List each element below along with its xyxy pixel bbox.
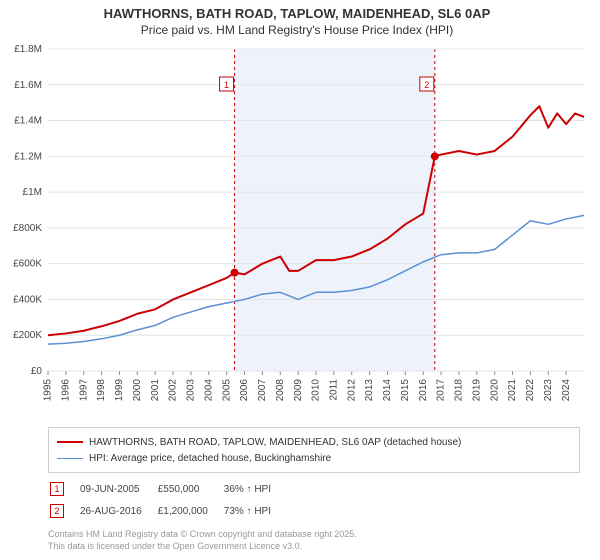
legend-label: HAWTHORNS, BATH ROAD, TAPLOW, MAIDENHEAD… (89, 437, 461, 448)
svg-text:2020: 2020 (489, 379, 500, 402)
svg-text:£800K: £800K (13, 223, 42, 234)
svg-text:2014: 2014 (382, 379, 393, 402)
svg-text:2003: 2003 (186, 379, 197, 402)
chart-title-sub: Price paid vs. HM Land Registry's House … (4, 23, 590, 37)
svg-text:£400K: £400K (13, 294, 42, 305)
svg-text:1995: 1995 (43, 379, 54, 402)
svg-text:2023: 2023 (543, 379, 554, 402)
legend-label: HPI: Average price, detached house, Buck… (89, 453, 331, 464)
svg-text:2017: 2017 (436, 379, 447, 402)
svg-text:£1.4M: £1.4M (14, 116, 42, 127)
svg-text:1: 1 (224, 80, 229, 90)
txn-date: 09-JUN-2005 (80, 479, 156, 499)
svg-text:1997: 1997 (78, 379, 89, 402)
footnote-line1: Contains HM Land Registry data © Crown c… (48, 529, 590, 541)
svg-text:2021: 2021 (507, 379, 518, 402)
svg-text:2019: 2019 (471, 379, 482, 402)
footnote-line2: This data is licensed under the Open Gov… (48, 541, 590, 553)
svg-text:2018: 2018 (454, 379, 465, 402)
svg-text:£1M: £1M (23, 187, 42, 198)
chart-title-address: HAWTHORNS, BATH ROAD, TAPLOW, MAIDENHEAD… (4, 6, 590, 21)
svg-text:2: 2 (424, 80, 429, 90)
legend-item-price-paid: HAWTHORNS, BATH ROAD, TAPLOW, MAIDENHEAD… (57, 434, 571, 450)
svg-text:1996: 1996 (61, 379, 72, 402)
table-row: 2 26-AUG-2016 £1,200,000 73% ↑ HPI (50, 501, 285, 521)
txn-delta: 73% ↑ HPI (224, 501, 285, 521)
svg-text:2008: 2008 (275, 379, 286, 402)
svg-text:2007: 2007 (257, 379, 268, 402)
svg-text:£200K: £200K (13, 330, 42, 341)
svg-text:£600K: £600K (13, 259, 42, 270)
svg-text:1999: 1999 (114, 379, 125, 402)
svg-text:2012: 2012 (346, 379, 357, 402)
txn-date: 26-AUG-2016 (80, 501, 156, 521)
svg-text:2010: 2010 (311, 379, 322, 402)
svg-text:2000: 2000 (132, 379, 143, 402)
svg-text:2016: 2016 (418, 379, 429, 402)
chart-title-block: HAWTHORNS, BATH ROAD, TAPLOW, MAIDENHEAD… (4, 6, 590, 37)
svg-text:2004: 2004 (203, 379, 214, 402)
svg-text:£1.8M: £1.8M (14, 44, 42, 55)
legend-swatch (57, 441, 83, 443)
line-chart-svg: £0 £200K £400K £600K £800K £1M £1.2M £1.4M £1.6M… (4, 41, 590, 421)
legend-item-hpi: HPI: Average price, detached house, Buck… (57, 450, 571, 466)
svg-text:£0: £0 (31, 366, 43, 377)
legend: HAWTHORNS, BATH ROAD, TAPLOW, MAIDENHEAD… (48, 427, 580, 473)
transactions-table: 1 09-JUN-2005 £550,000 36% ↑ HPI 2 26-AU… (48, 477, 287, 523)
svg-text:2013: 2013 (364, 379, 375, 402)
svg-text:2015: 2015 (400, 379, 411, 402)
txn-price: £1,200,000 (158, 501, 222, 521)
svg-text:2006: 2006 (239, 379, 250, 402)
marker-badge: 1 (50, 482, 64, 496)
svg-text:£1.6M: £1.6M (14, 80, 42, 91)
svg-text:1998: 1998 (96, 379, 107, 402)
footnote: Contains HM Land Registry data © Crown c… (48, 529, 590, 552)
svg-text:2001: 2001 (150, 379, 161, 402)
svg-text:2005: 2005 (221, 379, 232, 402)
table-row: 1 09-JUN-2005 £550,000 36% ↑ HPI (50, 479, 285, 499)
svg-text:2009: 2009 (293, 379, 304, 402)
txn-delta: 36% ↑ HPI (224, 479, 285, 499)
svg-text:£1.2M: £1.2M (14, 151, 42, 162)
svg-text:2002: 2002 (168, 379, 179, 402)
txn-price: £550,000 (158, 479, 222, 499)
legend-swatch (57, 458, 83, 459)
svg-text:2022: 2022 (525, 379, 536, 402)
marker-badge: 2 (50, 504, 64, 518)
chart-area: £0 £200K £400K £600K £800K £1M £1.2M £1.4M £1.6M… (4, 41, 590, 421)
svg-text:2011: 2011 (329, 379, 340, 401)
svg-text:2024: 2024 (561, 379, 572, 402)
